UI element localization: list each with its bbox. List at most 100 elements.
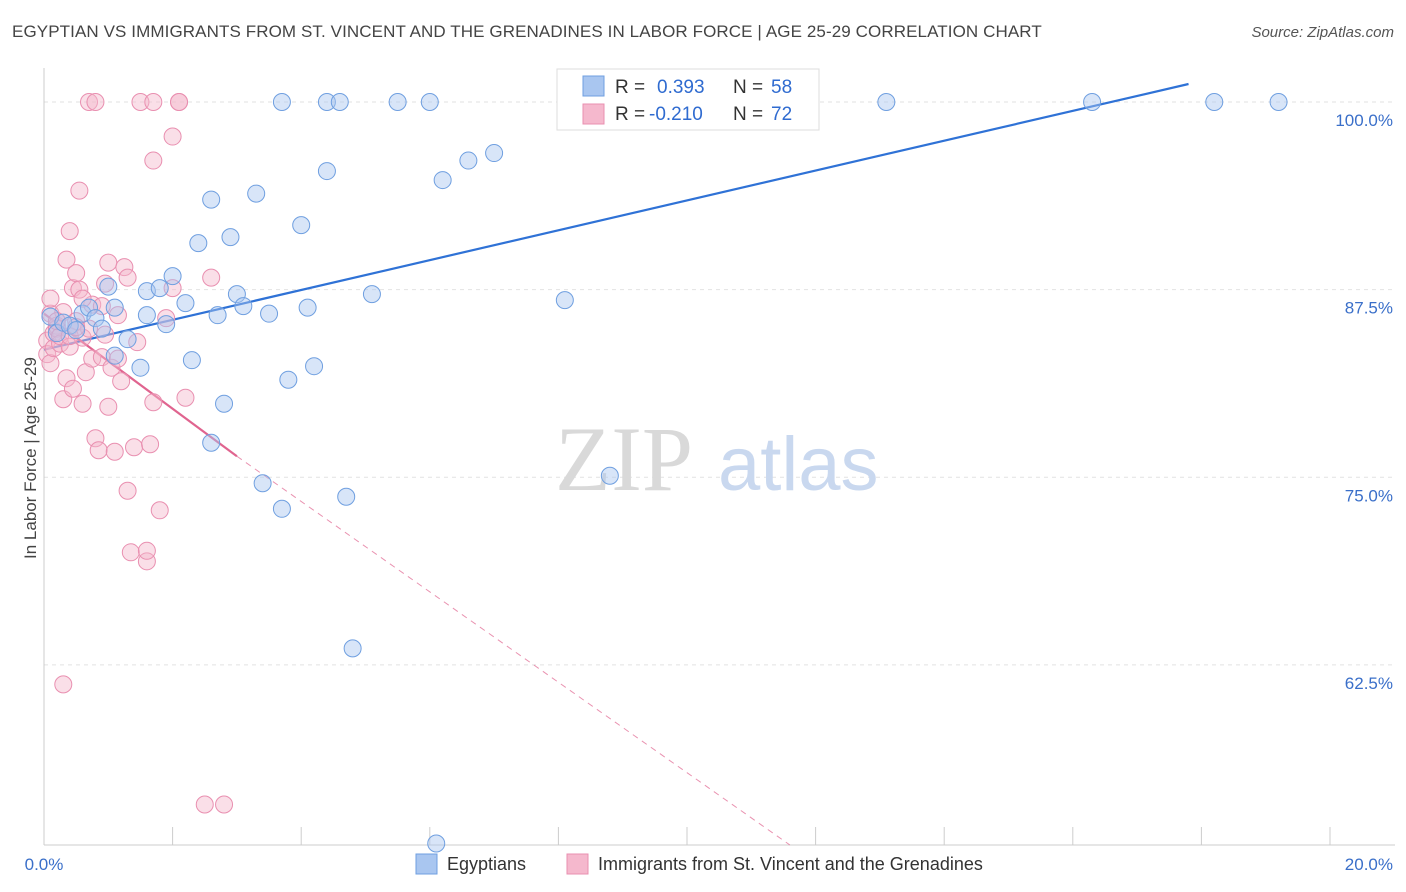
points — [38, 93, 1288, 853]
point-egyptians — [343, 639, 362, 658]
point-immigrants — [125, 438, 144, 457]
point-egyptians — [330, 93, 349, 112]
y-tick-label: 100.0% — [1335, 111, 1393, 130]
point-egyptians — [176, 294, 195, 313]
point-immigrants — [70, 181, 89, 200]
point-egyptians — [260, 304, 279, 323]
point-egyptians — [279, 370, 298, 389]
point-egyptians — [234, 297, 253, 316]
trendline-immigrants-extension — [236, 455, 791, 846]
point-egyptians — [131, 358, 150, 377]
point-immigrants — [83, 349, 102, 368]
point-immigrants — [63, 379, 82, 398]
point-egyptians — [337, 487, 356, 506]
r-value-egyptians: 0.393 — [657, 77, 705, 98]
axes — [43, 68, 1395, 846]
point-egyptians — [118, 330, 137, 349]
point-egyptians — [305, 357, 324, 376]
point-immigrants — [83, 295, 102, 314]
point-immigrants — [121, 543, 140, 562]
point-immigrants — [144, 93, 163, 112]
stats-swatch-immigrants — [582, 103, 605, 125]
point-immigrants — [102, 358, 121, 377]
point-immigrants — [67, 264, 86, 283]
chart-title: EGYPTIAN VS IMMIGRANTS FROM ST. VINCENT … — [12, 22, 1042, 41]
point-egyptians — [317, 93, 336, 112]
point-immigrants — [51, 334, 70, 353]
point-immigrants — [144, 151, 163, 170]
point-egyptians — [215, 394, 234, 413]
point-immigrants — [163, 127, 182, 146]
source-credit: Source: ZipAtlas.com — [1251, 24, 1394, 41]
point-immigrants — [86, 93, 105, 112]
point-immigrants — [176, 388, 195, 407]
tick-labels: 100.0% 87.5% 75.0% 62.5% 0.0% 20.0% — [25, 111, 1393, 874]
point-egyptians — [253, 474, 272, 493]
point-immigrants — [128, 333, 147, 352]
legend-swatch-egyptians — [415, 853, 438, 875]
trendline-immigrants — [43, 312, 238, 458]
point-immigrants — [118, 481, 137, 500]
point-immigrants — [96, 325, 115, 344]
point-egyptians — [137, 306, 156, 325]
r-label-1: R = — [615, 77, 645, 98]
point-egyptians — [600, 466, 619, 485]
n-label-2: N = — [733, 104, 763, 125]
point-egyptians — [163, 267, 182, 286]
point-immigrants — [73, 328, 92, 347]
point-egyptians — [420, 93, 439, 112]
y-axis-title: In Labor Force | Age 25-29 — [21, 357, 40, 559]
point-egyptians — [317, 162, 336, 181]
legend-swatch-immigrants — [566, 853, 589, 875]
x-tick-label-min: 0.0% — [25, 855, 64, 874]
y-tick-label: 87.5% — [1345, 299, 1393, 318]
point-immigrants — [73, 394, 92, 413]
watermark-zip: ZIP — [555, 408, 693, 510]
point-egyptians — [86, 309, 105, 328]
point-immigrants — [41, 289, 60, 308]
point-egyptians — [485, 144, 504, 163]
point-immigrants — [99, 397, 118, 416]
point-immigrants — [86, 429, 105, 448]
point-immigrants — [112, 372, 131, 391]
point-egyptians — [272, 93, 291, 112]
point-immigrants — [202, 268, 221, 287]
point-egyptians — [1269, 93, 1288, 112]
point-egyptians — [80, 298, 99, 317]
point-egyptians — [433, 171, 452, 190]
point-immigrants — [137, 541, 156, 560]
point-immigrants — [215, 795, 234, 814]
point-egyptians — [99, 277, 118, 296]
watermark: ZIP atlas — [555, 408, 879, 510]
point-immigrants — [144, 393, 163, 412]
r-label-2: R = — [615, 104, 645, 125]
point-egyptians — [105, 298, 124, 317]
point-immigrants — [118, 268, 137, 287]
point-egyptians — [555, 291, 574, 310]
stats-legend: R = 0.393 N = 58 R = -0.210 N = 72 — [556, 68, 820, 131]
point-immigrants — [57, 250, 76, 269]
point-immigrants — [137, 552, 156, 571]
point-egyptians — [60, 316, 79, 335]
point-egyptians — [272, 499, 291, 518]
point-egyptians — [202, 433, 221, 452]
point-egyptians — [1083, 93, 1102, 112]
r-value-immigrants: -0.210 — [649, 104, 703, 125]
point-immigrants — [141, 435, 160, 454]
point-immigrants — [54, 675, 73, 694]
point-egyptians — [182, 351, 201, 370]
point-immigrants — [96, 274, 115, 293]
point-egyptians — [298, 298, 317, 317]
watermark-atlas: atlas — [718, 422, 879, 507]
point-immigrants — [105, 442, 124, 461]
point-egyptians — [150, 279, 169, 298]
stats-swatch-egyptians — [582, 75, 605, 97]
point-immigrants — [99, 253, 118, 272]
point-egyptians — [208, 306, 227, 325]
point-immigrants — [89, 441, 108, 460]
point-egyptians — [105, 346, 124, 365]
point-egyptians — [202, 190, 221, 209]
x-tick-label-max: 20.0% — [1345, 855, 1393, 874]
point-egyptians — [427, 834, 446, 853]
